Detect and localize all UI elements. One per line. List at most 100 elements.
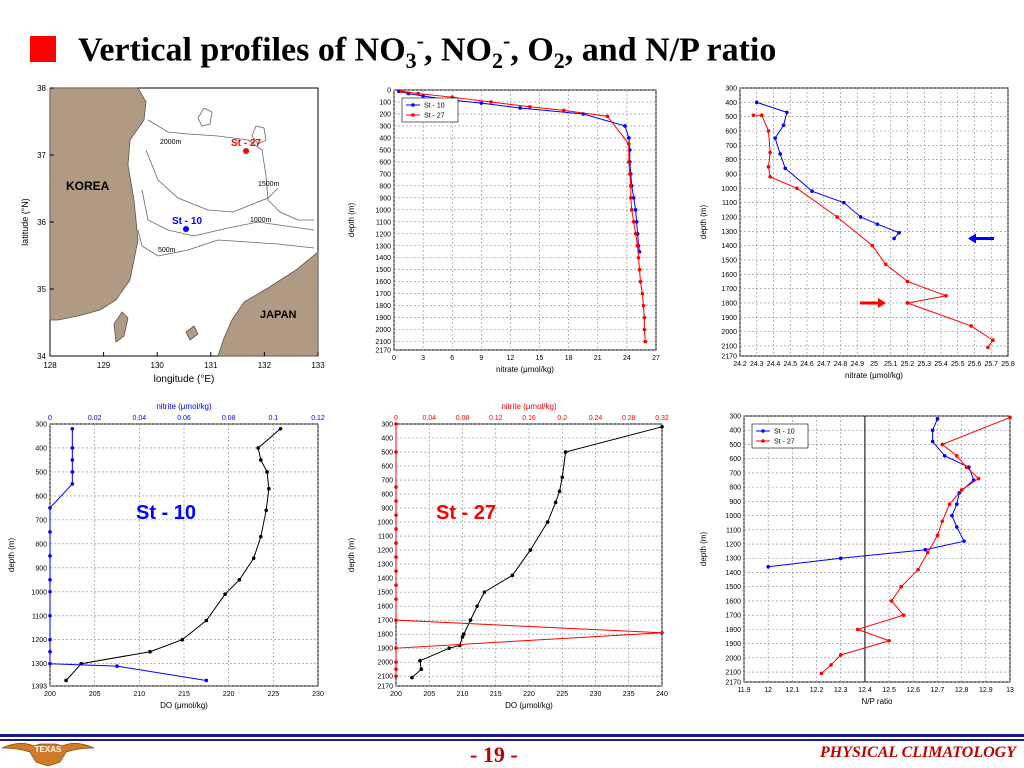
data-point <box>267 486 271 491</box>
y-tick-label: 1900 <box>377 646 393 653</box>
map-xtick-label: 132 <box>258 361 272 370</box>
y-tick-label: 1393 <box>31 684 47 691</box>
arrow-left-head <box>968 233 976 244</box>
korea-landmass <box>49 87 147 321</box>
data-point <box>642 315 647 320</box>
x2-tick-label: 0.32 <box>655 415 669 422</box>
y-tick-label: 900 <box>725 171 737 178</box>
data-point <box>897 230 901 235</box>
logo-text: TEXAS <box>35 745 62 754</box>
y-tick-label: 400 <box>35 445 47 452</box>
oki-island <box>185 325 199 341</box>
data-point <box>475 604 479 608</box>
data-point <box>70 426 75 431</box>
data-point <box>838 653 843 657</box>
y-tick-label: 1600 <box>375 279 391 286</box>
y-tick-label: 1100 <box>378 534 393 541</box>
y-tick-label: 0 <box>387 88 391 95</box>
data-point <box>950 513 954 518</box>
map-xtick-label: 133 <box>311 361 325 370</box>
data-point <box>629 208 634 212</box>
x-tick-label: 25.6 <box>968 361 982 368</box>
data-point <box>394 422 398 426</box>
data-point <box>64 678 68 683</box>
label-500m: 500m <box>158 247 176 254</box>
data-point <box>901 613 906 617</box>
data-point <box>48 661 52 666</box>
footer-rule-bottom <box>0 739 1024 741</box>
y-tick-label: 1200 <box>377 548 393 555</box>
y-tick-label: 800 <box>35 541 47 548</box>
data-point <box>905 279 910 284</box>
x-tick-label: 205 <box>89 691 101 698</box>
y-tick-label: 300 <box>379 123 391 130</box>
x-axis-label: nitrate (μmol/kg) <box>496 365 554 374</box>
y-tick-label: 900 <box>379 195 391 202</box>
data-point <box>628 196 633 200</box>
y-axis-label: depth (m) <box>347 538 356 573</box>
contour-1000 <box>141 189 315 237</box>
data-point <box>70 482 75 486</box>
x-tick-label: 18 <box>565 355 573 362</box>
data-point <box>394 499 398 503</box>
data-point <box>394 527 398 531</box>
x-tick-label: 25.3 <box>917 361 931 368</box>
data-point <box>766 129 771 133</box>
x-tick-label: 220 <box>523 691 535 698</box>
title-sub-3: 2 <box>553 48 565 74</box>
y-axis-label: depth (m) <box>699 532 708 567</box>
y-tick-label: 1300 <box>375 243 391 250</box>
y-tick-label: 1200 <box>375 231 391 238</box>
map-ylabel: latitude (°N) <box>20 198 30 246</box>
data-point <box>631 196 636 200</box>
data-point <box>418 658 422 663</box>
y-tick-label: 1800 <box>725 627 741 634</box>
y-tick-label: 500 <box>725 114 737 121</box>
map-ytick-label: 35 <box>37 285 46 294</box>
x2-tick-label: 0.02 <box>88 415 102 422</box>
data-point <box>930 439 935 444</box>
data-point <box>48 554 52 558</box>
y-axis-label: depth (m) <box>699 205 708 240</box>
data-point <box>631 219 636 224</box>
x-tick-label: 27 <box>652 355 660 362</box>
title-text-1: Vertical profiles of NO <box>78 31 406 69</box>
y-tick-label: 500 <box>379 147 391 154</box>
x-tick-label: 24 <box>623 355 631 362</box>
data-point <box>562 108 566 113</box>
x-tick-label: 12.7 <box>931 687 945 694</box>
x-tick-label: 12.5 <box>882 687 896 694</box>
x-tick-label: 24.4 <box>767 361 781 368</box>
data-point <box>628 172 632 176</box>
plot-area <box>395 423 663 687</box>
data-point <box>259 458 263 462</box>
y-tick-label: 1400 <box>725 570 741 577</box>
data-point <box>783 166 788 171</box>
data-point <box>634 219 639 224</box>
x2-tick-label: 0.12 <box>489 415 503 422</box>
x-tick-label: 21 <box>594 355 602 362</box>
data-point <box>838 556 843 561</box>
data-point <box>394 555 398 559</box>
data-point <box>875 222 880 226</box>
y-tick-label: 300 <box>381 422 393 429</box>
y-tick-label: 1200 <box>31 637 47 644</box>
x-axis-label: DO (μmol/kg) <box>160 701 208 710</box>
data-point <box>48 530 52 534</box>
x-tick-label: 25 <box>870 361 878 368</box>
data-point <box>70 458 75 462</box>
x-tick-label: 13 <box>1006 687 1014 694</box>
x-tick-label: 225 <box>267 691 279 698</box>
x-tick-label: 12 <box>507 355 515 362</box>
data-point <box>660 425 664 429</box>
data-point <box>528 104 532 109</box>
x-tick-label: 25.8 <box>1001 361 1015 368</box>
data-point <box>394 583 398 587</box>
x2-tick-label: 0.2 <box>557 415 567 422</box>
y-tick-label: 800 <box>381 492 393 499</box>
data-point <box>759 113 764 118</box>
x-tick-label: 24.2 <box>733 361 747 368</box>
data-point <box>628 184 633 188</box>
data-point <box>259 534 263 539</box>
x-tick-label: 205 <box>423 691 435 698</box>
